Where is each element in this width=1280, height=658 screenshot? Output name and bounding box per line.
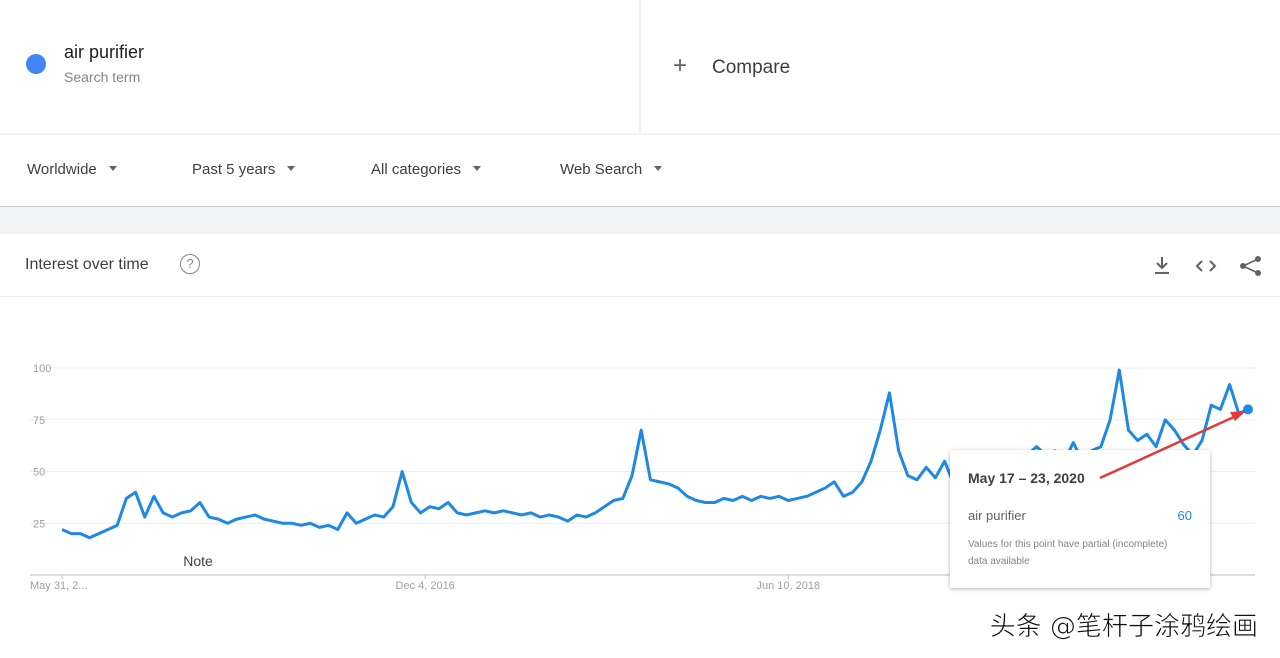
embed-icon[interactable] [1195, 260, 1217, 272]
y-tick-label: 50 [33, 467, 45, 479]
x-tick-label: May 31, 2... [30, 580, 87, 592]
tooltip-note: Values for this point have partial (inco… [968, 539, 1168, 567]
tooltip-date: May 17 – 23, 2020 [968, 470, 1085, 486]
filter-bar: Worldwide Past 5 years All categories We… [0, 135, 1280, 207]
y-tick-label: 75 [33, 415, 45, 427]
hover-point [1243, 404, 1253, 415]
x-tick-label: Jun 10, 2018 [756, 580, 820, 592]
tooltip-series: air purifier [968, 508, 1026, 523]
filter[interactable]: All categories [371, 161, 481, 178]
filter[interactable]: Worldwide [27, 161, 117, 178]
compare-label: Compare [712, 57, 791, 78]
term-dot [26, 54, 46, 74]
panel-title: Interest over time [25, 256, 149, 273]
term-subtitle: Search term [64, 69, 141, 85]
plus-icon: + [673, 52, 688, 79]
tooltip: May 17 – 23, 2020 air purifier 60 Values… [950, 450, 1210, 588]
tooltip-value: 60 [1177, 508, 1192, 523]
annotation: Note [183, 553, 213, 569]
y-tick-label: 25 [33, 518, 45, 530]
filter[interactable]: Past 5 years [192, 161, 295, 178]
term-card[interactable]: air purifier Search term [0, 0, 639, 133]
share-icon[interactable] [1240, 256, 1261, 276]
x-tick-label: Dec 4, 2016 [395, 580, 454, 592]
download-icon[interactable] [1155, 257, 1169, 274]
divider [0, 296, 1280, 297]
term-name: air purifier [64, 42, 145, 62]
filter[interactable]: Web Search [560, 161, 662, 178]
y-tick-label: 100 [33, 363, 51, 375]
toolbar [1155, 256, 1261, 276]
compare-card[interactable]: + Compare [641, 0, 1280, 133]
help-icon[interactable]: ? [180, 254, 200, 274]
